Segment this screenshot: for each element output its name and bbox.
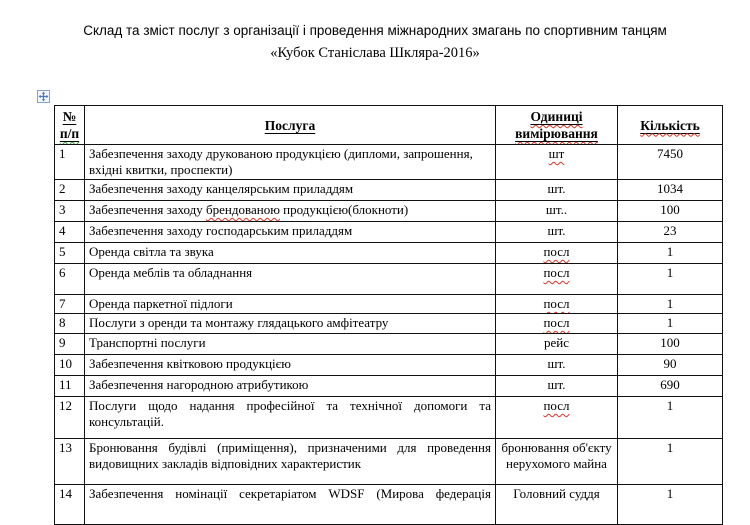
- row-number-cell: 14: [54, 484, 85, 525]
- document-title-line2: «Кубок Станіслава Шкляра-2016»: [270, 45, 480, 61]
- unit-cell: Головний суддя: [495, 484, 618, 525]
- qty-cell: 1: [617, 263, 723, 295]
- service-cell: Бронювання будівлі (приміщення), признач…: [84, 438, 496, 485]
- qty-cell: 1: [617, 242, 723, 264]
- row-number-cell: 1: [54, 144, 85, 180]
- unit-cell: шт.: [495, 354, 618, 376]
- unit-cell: посл: [495, 396, 618, 439]
- unit-cell: посл: [495, 294, 618, 314]
- service-cell: Забезпечення заходу господарським прилад…: [84, 221, 496, 243]
- qty-cell: 690: [617, 375, 723, 397]
- qty-cell: 90: [617, 354, 723, 376]
- header-unit: Одиниці вимірювання: [495, 105, 618, 145]
- service-cell: Забезпечення заходу брендованою продукці…: [84, 200, 496, 222]
- qty-cell: 1: [617, 484, 723, 525]
- service-cell: Забезпечення нагородною атрибутикою: [84, 375, 496, 397]
- table-row: 12 Послуги щодо надання професійної та т…: [54, 396, 723, 439]
- unit-cell: шт.: [495, 375, 618, 397]
- header-num-line2: п/п: [59, 126, 80, 141]
- unit-cell: посл: [495, 313, 618, 334]
- row-number-cell: 13: [54, 438, 85, 485]
- table-row: 5 Оренда світла та звука посл 1: [54, 242, 723, 264]
- unit-cell: посл: [495, 242, 618, 264]
- table-row: 1 Забезпечення заходу друкованою продукц…: [54, 144, 723, 180]
- row-number-cell: 2: [54, 179, 85, 201]
- service-cell: Транспортні послуги: [84, 333, 496, 355]
- services-table: № п/п Послуга Одиниці вимірювання Кількі…: [54, 105, 723, 525]
- service-cell: Забезпечення квітковою продукцією: [84, 354, 496, 376]
- qty-cell: 100: [617, 200, 723, 222]
- table-row: 8 Послуги з оренди та монтажу глядацьког…: [54, 313, 723, 334]
- document-title: Склад та зміст послуг з організації і пр…: [0, 22, 750, 62]
- service-cell: Послуги з оренди та монтажу глядацького …: [84, 313, 496, 334]
- header-qty: Кількість: [617, 105, 723, 145]
- qty-cell: 1: [617, 438, 723, 485]
- table-row: 7 Оренда паркетної підлоги посл 1: [54, 294, 723, 314]
- service-cell: Забезпечення номінації секретаріатом WDS…: [84, 484, 496, 525]
- table-row: 4 Забезпечення заходу господарським прил…: [54, 221, 723, 243]
- row-number-cell: 10: [54, 354, 85, 376]
- qty-cell: 1034: [617, 179, 723, 201]
- move-cross-icon: [37, 90, 50, 103]
- header-service: Послуга: [84, 105, 496, 145]
- row-number-cell: 7: [54, 294, 85, 314]
- unit-cell: бронювання об'єкту нерухомого майна: [495, 438, 618, 485]
- unit-cell: рейс: [495, 333, 618, 355]
- row-number-cell: 6: [54, 263, 85, 295]
- table-row: 13 Бронювання будівлі (приміщення), приз…: [54, 438, 723, 485]
- document-title-line1: Склад та зміст послуг з організації і пр…: [83, 23, 667, 38]
- unit-cell: шт: [495, 144, 618, 180]
- qty-cell: 1: [617, 313, 723, 334]
- row-number-cell: 8: [54, 313, 85, 334]
- table-row: 9 Транспортні послуги рейс 100: [54, 333, 723, 355]
- misspelled-word: брендованою: [206, 202, 280, 217]
- qty-cell: 7450: [617, 144, 723, 180]
- qty-cell: 100: [617, 333, 723, 355]
- qty-cell: 23: [617, 221, 723, 243]
- header-unit-line2: вимірювання: [515, 126, 598, 141]
- table-row: 6 Оренда меблів та обладнання посл 1: [54, 263, 723, 295]
- service-cell: Оренда паркетної підлоги: [84, 294, 496, 314]
- row-number-cell: 3: [54, 200, 85, 222]
- service-cell: Забезпечення заходу друкованою продукціє…: [84, 144, 496, 180]
- unit-cell: посл: [495, 263, 618, 295]
- header-unit-line1: Одиниці: [530, 109, 583, 124]
- row-number-cell: 5: [54, 242, 85, 264]
- unit-cell: шт.: [495, 221, 618, 243]
- row-number-cell: 4: [54, 221, 85, 243]
- table-row: 11 Забезпечення нагородною атрибутикою ш…: [54, 375, 723, 397]
- table-move-handle-icon[interactable]: [37, 90, 50, 103]
- table-row: 3 Забезпечення заходу брендованою продук…: [54, 200, 723, 222]
- table-row: 2 Забезпечення заходу канцелярським прил…: [54, 179, 723, 201]
- header-num-line1: №: [62, 109, 77, 124]
- row-number-cell: 12: [54, 396, 85, 439]
- table-header-row: № п/п Послуга Одиниці вимірювання Кількі…: [54, 105, 723, 145]
- qty-cell: 1: [617, 396, 723, 439]
- table-row: 14 Забезпечення номінації секретаріатом …: [54, 484, 723, 525]
- header-num: № п/п: [54, 105, 85, 145]
- unit-cell: шт..: [495, 200, 618, 222]
- service-cell: Оренда меблів та обладнання: [84, 263, 496, 295]
- unit-cell: шт.: [495, 179, 618, 201]
- service-cell: Забезпечення заходу канцелярським прилад…: [84, 179, 496, 201]
- service-cell: Оренда світла та звука: [84, 242, 496, 264]
- table-row: 10 Забезпечення квітковою продукцією шт.…: [54, 354, 723, 376]
- row-number-cell: 9: [54, 333, 85, 355]
- row-number-cell: 11: [54, 375, 85, 397]
- service-cell: Послуги щодо надання професійної та техн…: [84, 396, 496, 439]
- qty-cell: 1: [617, 294, 723, 314]
